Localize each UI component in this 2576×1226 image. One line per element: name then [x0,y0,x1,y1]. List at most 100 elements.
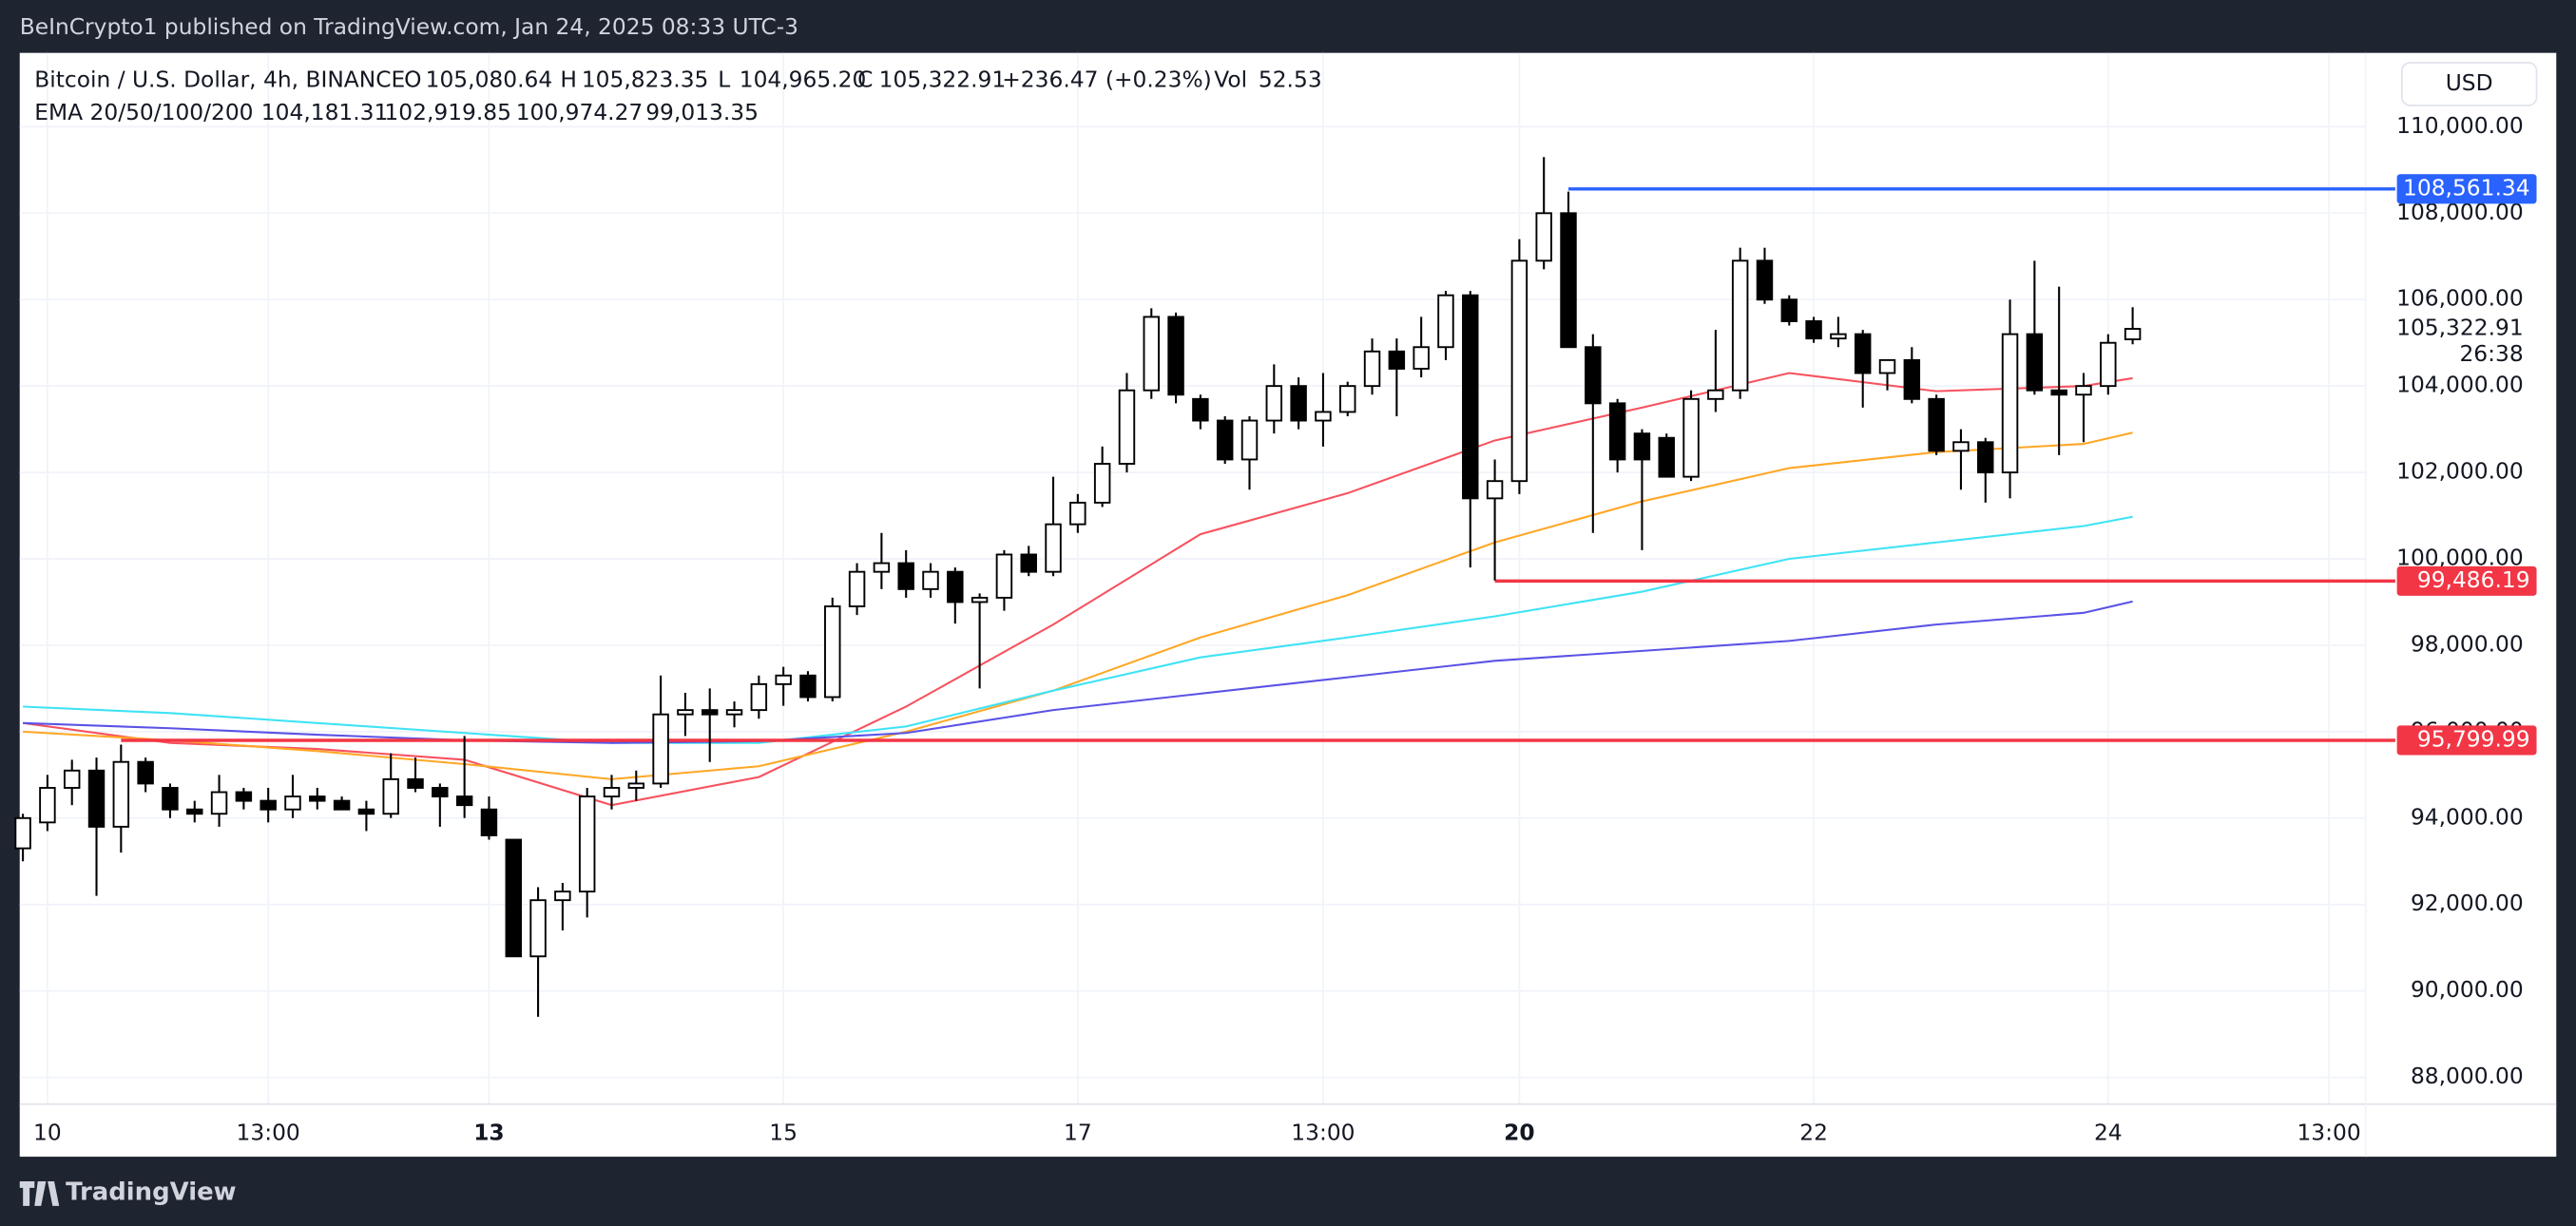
ema-legend-value: 104,181.31 [261,99,389,125]
candle-body [2050,389,2067,396]
volume-value: 52.53 [1259,67,1322,93]
level-label: 99,486.19 [2417,566,2530,593]
candle-body [995,553,1013,599]
candle-body [824,605,841,699]
y-tick-label: 90,000.00 [2411,976,2524,1003]
candle-body [1682,397,1700,478]
y-tick-label: 104,000.00 [2396,372,2524,398]
candle-body [1560,212,1577,349]
candle-body [235,791,253,802]
y-tick-label: 88,000.00 [2411,1063,2524,1089]
candle-body [750,682,768,712]
candle-body [260,799,277,811]
candle-body [112,760,130,828]
level-badge [2396,725,2537,756]
y-tick-label: 98,000.00 [2411,630,2524,657]
currency-label: USD [2446,69,2493,96]
candle-body [1510,259,1528,483]
ema-legend-value: 100,974.27 [516,99,644,125]
grid [19,52,2366,1104]
candle-body [1658,436,1675,478]
candle-body [873,562,891,573]
candle-body [1780,298,1798,322]
candle-body [1192,397,1209,422]
ema-line [23,600,2133,744]
candle-body [2124,328,2142,340]
candle-body [210,791,228,815]
candle-body [2001,333,2019,474]
x-tick-label: 13:00 [237,1119,300,1145]
candle-body [677,709,694,716]
x-tick-label: 13:00 [1291,1119,1355,1145]
currency-button[interactable] [2400,62,2538,106]
x-tick-label: 13:00 [2297,1119,2360,1145]
plot [14,157,2395,1017]
candle-body [432,787,449,798]
candle-body [309,795,326,802]
candle-body [971,596,989,603]
candle-body [1045,523,1062,573]
candle-body [922,570,939,590]
candle-body [505,838,522,958]
ohlc-value: 105,322.91 [879,67,1007,93]
level-badge [2396,174,2537,204]
ohlc-key: H [560,67,577,93]
candle-body [186,808,203,815]
candle-body [1020,553,1037,573]
last-price-badge [2396,312,2537,372]
candle-body [1240,419,1259,461]
candle-body [1707,389,1724,400]
candle-body [1805,320,1822,340]
ohlc-value: 104,965.20 [740,67,867,93]
candle-body [284,795,301,811]
candle-body [1756,259,1774,301]
candle-body [1977,441,1994,474]
candle-body [848,570,866,607]
candle-body [1903,358,1921,400]
candle-body [1608,402,1626,461]
candle-body [1437,294,1454,349]
candle-body [1363,350,1381,388]
candle-body [455,795,473,807]
candle-body [603,787,621,798]
candle-body [701,709,719,716]
candle-body [39,787,56,824]
ohlc-value: 105,080.64 [426,67,553,93]
candle-body [1339,385,1356,413]
x-tick-label: 10 [33,1119,62,1145]
candle-body [799,674,817,699]
ema-legend-value: 99,013.35 [645,99,759,125]
candle-body [14,816,31,850]
candle-body [1093,463,1111,504]
candle-body [1143,316,1160,392]
candle-body [407,777,424,789]
candle-body [2026,333,2044,392]
legend-header: Bitcoin / U.S. Dollar, 4h, BINANCE EMA 2… [34,67,1321,126]
candle-body [1388,350,1406,370]
candle-body [137,760,154,785]
candle-body [1290,385,1307,422]
ema-legend-value: 102,919.85 [384,99,511,125]
candle-body [162,787,179,811]
y-tick-label: 106,000.00 [2396,285,2524,312]
ohlc-key: O [404,67,421,93]
y-tick-label: 94,000.00 [2411,803,2524,830]
y-tick-label: 92,000.00 [2411,890,2524,916]
candle-body [1952,441,1970,452]
y-tick-label: 102,000.00 [2396,458,2524,485]
level-badge [2396,565,2537,596]
x-tick-label: 20 [1504,1119,1534,1145]
candle-body [652,713,669,785]
last-price-label: 105,322.91 [2396,315,2524,341]
x-tick-label: 15 [769,1119,798,1145]
candle-body [1315,411,1332,422]
candle-body [578,795,596,893]
axes: 88,000.0090,000.0092,000.0094,000.0096,0… [33,112,2537,1145]
candle-body [1118,389,1136,465]
candle-body [1535,212,1552,262]
candle-body [897,562,914,590]
publisher: BeInCrypto1 published on TradingView.com… [20,13,798,40]
candle-body [1928,397,1945,452]
